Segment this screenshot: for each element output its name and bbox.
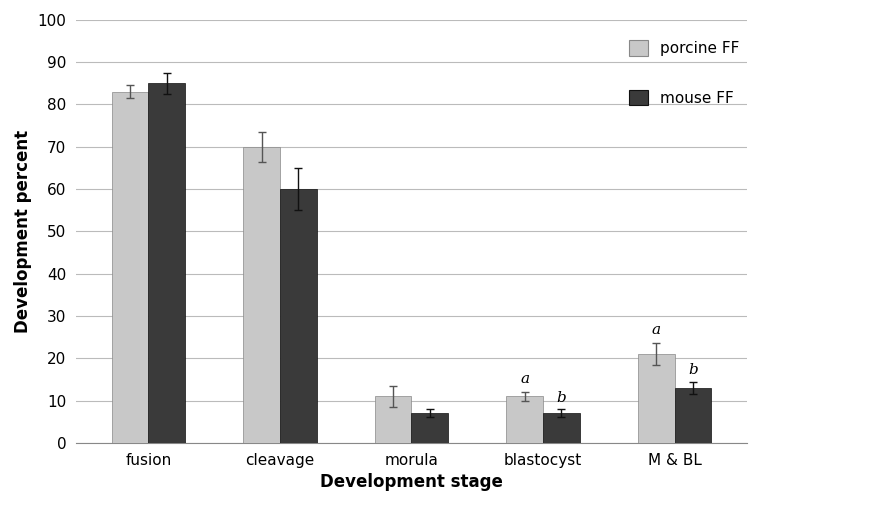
Bar: [375, 396, 411, 443]
Bar: [543, 413, 579, 443]
Text: a: a: [651, 323, 660, 337]
Bar: [112, 92, 148, 443]
Bar: [411, 413, 448, 443]
Bar: [637, 354, 674, 443]
Bar: [280, 189, 316, 443]
Y-axis label: Development percent: Development percent: [14, 130, 32, 333]
Bar: [674, 388, 711, 443]
Bar: [148, 83, 185, 443]
Text: b: b: [556, 391, 566, 405]
X-axis label: Development stage: Development stage: [320, 473, 502, 491]
Text: b: b: [687, 363, 697, 377]
Bar: [506, 396, 543, 443]
Legend: porcine FF, mouse FF: porcine FF, mouse FF: [628, 40, 738, 106]
Text: a: a: [519, 372, 528, 386]
Bar: [243, 147, 280, 443]
